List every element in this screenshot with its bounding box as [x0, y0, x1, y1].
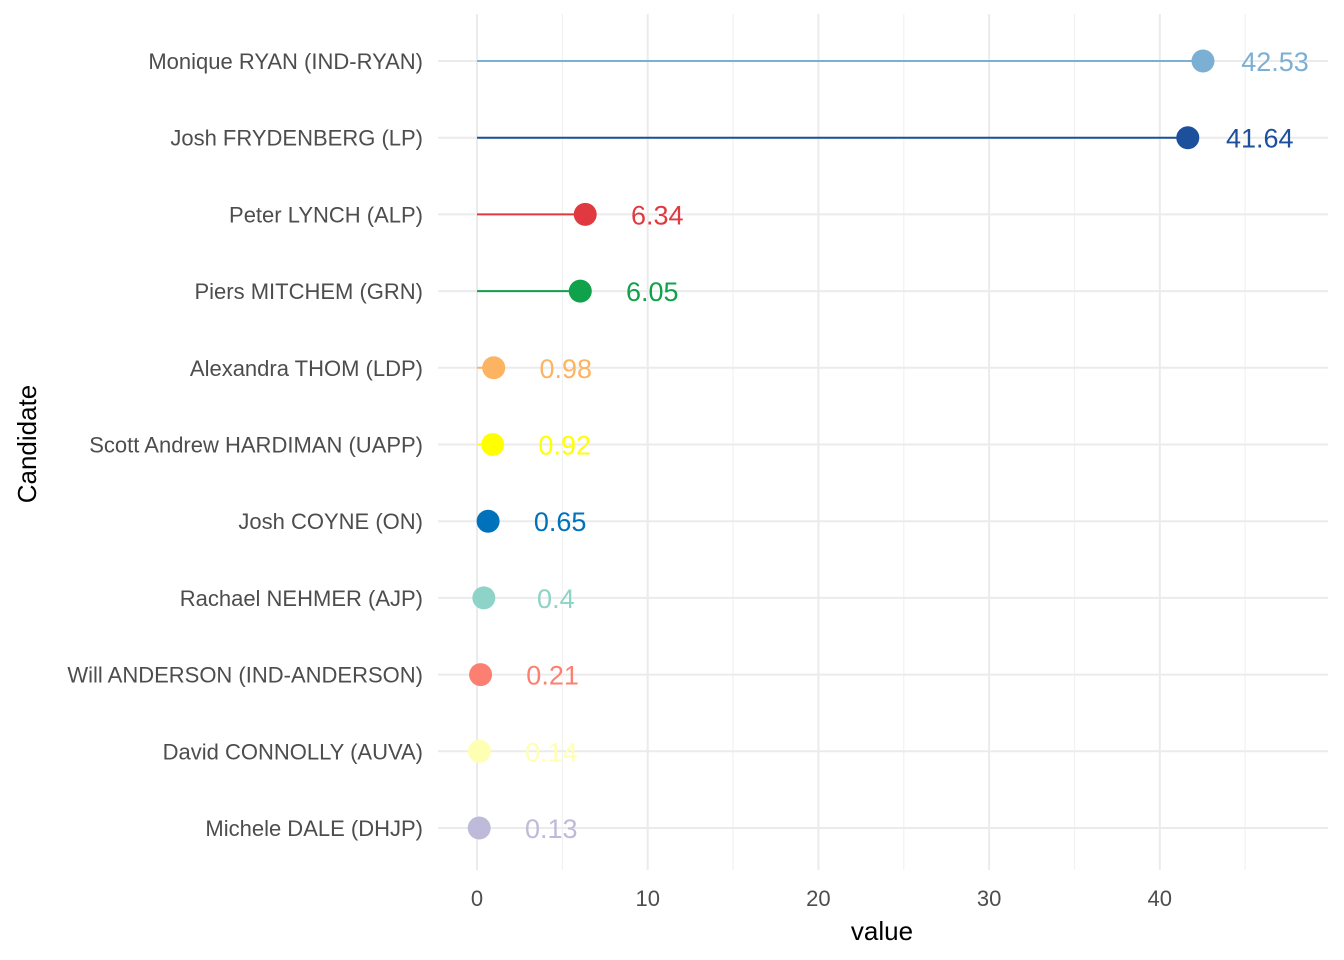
y-tick-label: Monique RYAN (IND-RYAN) [148, 49, 423, 74]
y-tick-label: Alexandra THOM (LDP) [190, 356, 423, 381]
lollipop-dot [469, 663, 493, 687]
data-value-label: 0.92 [538, 431, 591, 461]
value-labels: 42.53 41.64 6.34 6.05 0.98 0.92 0.65 0.4 0.21 0.1… [525, 47, 1309, 844]
lollipop-dot [467, 739, 491, 763]
y-tick-label: David CONNOLLY (AUVA) [163, 739, 423, 764]
lollipop-dot [1191, 49, 1215, 73]
data-value-label: 0.98 [539, 354, 592, 384]
y-axis-title: Candidate [12, 385, 42, 504]
data-value-label: 6.05 [626, 277, 679, 307]
x-tick-label: 0 [471, 886, 483, 911]
y-tick-label: Scott Andrew HARDIMAN (UAPP) [89, 433, 423, 458]
data-value-label: 0.65 [534, 507, 587, 537]
lollipop-dot [476, 509, 500, 533]
lollipop-dot [482, 356, 506, 380]
y-axis-tick-labels: Monique RYAN (IND-RYAN) Josh FRYDENBERG (… [67, 49, 423, 841]
y-tick-label: Josh FRYDENBERG (LP) [170, 126, 423, 151]
x-tick-label: 20 [806, 886, 830, 911]
lollipop-dots [467, 49, 1215, 840]
lollipop-dot [467, 816, 491, 840]
y-tick-label: Piers MITCHEM (GRN) [194, 279, 423, 304]
x-tick-label: 40 [1148, 886, 1172, 911]
x-axis-title: value [851, 916, 913, 946]
lollipop-dot [1176, 126, 1200, 150]
data-value-label: 0.13 [525, 814, 578, 844]
x-tick-label: 30 [977, 886, 1001, 911]
data-value-label: 0.21 [526, 661, 579, 691]
lollipop-stems [477, 60, 1203, 829]
y-tick-label: Josh COYNE (ON) [238, 509, 423, 534]
minor-gridlines [561, 14, 1246, 870]
data-value-label: 42.53 [1241, 47, 1309, 77]
data-value-label: 41.64 [1226, 124, 1294, 154]
x-axis-tick-labels: 0 10 20 30 40 [471, 886, 1172, 911]
data-value-label: 0.14 [525, 737, 578, 767]
lollipop-dot [481, 433, 505, 456]
y-tick-label: Will ANDERSON (IND-ANDERSON) [67, 663, 423, 688]
y-tick-label: Peter LYNCH (ALP) [229, 202, 423, 227]
y-tick-label: Michele DALE (DHJP) [205, 816, 423, 841]
y-tick-label: Rachael NEHMER (AJP) [180, 586, 423, 611]
lollipop-dot [568, 279, 592, 303]
lollipop-dot [573, 202, 597, 226]
lollipop-dot [472, 586, 496, 610]
x-tick-label: 10 [635, 886, 659, 911]
data-value-label: 0.4 [537, 584, 575, 614]
data-value-label: 6.34 [631, 200, 684, 230]
